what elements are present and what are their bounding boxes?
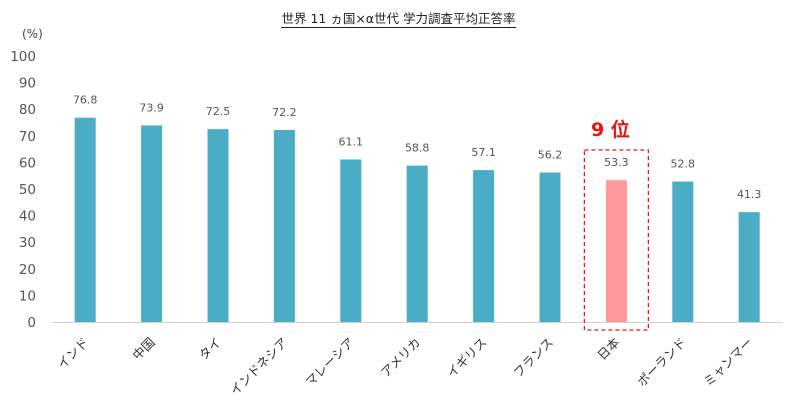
highlight-box bbox=[583, 149, 650, 331]
bar-6 bbox=[473, 170, 495, 322]
category-label: マレーシア bbox=[302, 335, 357, 390]
y-tick-label: 20 bbox=[19, 262, 36, 278]
chart-title: 世界 11 ヵ国×α世代 学力調査平均正答率 bbox=[281, 11, 516, 28]
bar-1 bbox=[141, 125, 163, 323]
y-tick-label: 0 bbox=[27, 315, 36, 331]
bar-9 bbox=[672, 181, 694, 322]
bar-2 bbox=[207, 129, 229, 322]
category-label: 中国 bbox=[129, 335, 157, 363]
rank-label: 9 位 bbox=[591, 118, 630, 141]
y-tick-label: 50 bbox=[19, 182, 36, 198]
y-tick-label: 30 bbox=[19, 235, 36, 251]
data-label: 56.2 bbox=[538, 149, 563, 162]
category-label: フランス bbox=[510, 335, 556, 381]
data-label: 41.3 bbox=[737, 188, 762, 201]
bar-4 bbox=[340, 159, 362, 322]
y-axis-unit-label: (%) bbox=[22, 27, 43, 41]
data-label: 61.1 bbox=[339, 135, 364, 148]
category-label: ミャンマー bbox=[701, 335, 756, 390]
category-label: タイ bbox=[196, 335, 224, 363]
category-label: ポーランド bbox=[634, 335, 689, 390]
data-label: 58.8 bbox=[405, 142, 430, 155]
data-label: 72.5 bbox=[206, 105, 231, 118]
category-label: 日本 bbox=[594, 334, 623, 363]
y-tick-label: 100 bbox=[10, 49, 36, 65]
y-tick-label: 80 bbox=[19, 102, 36, 118]
data-label: 52.8 bbox=[671, 158, 696, 171]
category-label: インド bbox=[54, 335, 91, 372]
data-label: 73.9 bbox=[139, 101, 164, 114]
y-tick-label: 90 bbox=[19, 76, 36, 92]
y-tick-label: 10 bbox=[19, 288, 36, 304]
data-label: 76.8 bbox=[73, 94, 98, 107]
category-label: イギリス bbox=[444, 335, 490, 381]
y-tick-label: 60 bbox=[19, 155, 36, 171]
y-tick-label: 70 bbox=[19, 129, 36, 145]
y-tick-label: 40 bbox=[19, 209, 36, 225]
bar-7 bbox=[539, 172, 561, 322]
bar-8 bbox=[605, 180, 627, 322]
category-label: インドネシア bbox=[227, 335, 291, 399]
bar-10 bbox=[738, 212, 760, 322]
data-label: 53.3 bbox=[604, 156, 629, 169]
category-label: アメリカ bbox=[378, 335, 424, 381]
bar-0 bbox=[74, 117, 96, 322]
bar-3 bbox=[273, 129, 295, 322]
bar-5 bbox=[406, 165, 428, 322]
data-label: 72.2 bbox=[272, 106, 297, 119]
data-label: 57.1 bbox=[471, 146, 496, 159]
